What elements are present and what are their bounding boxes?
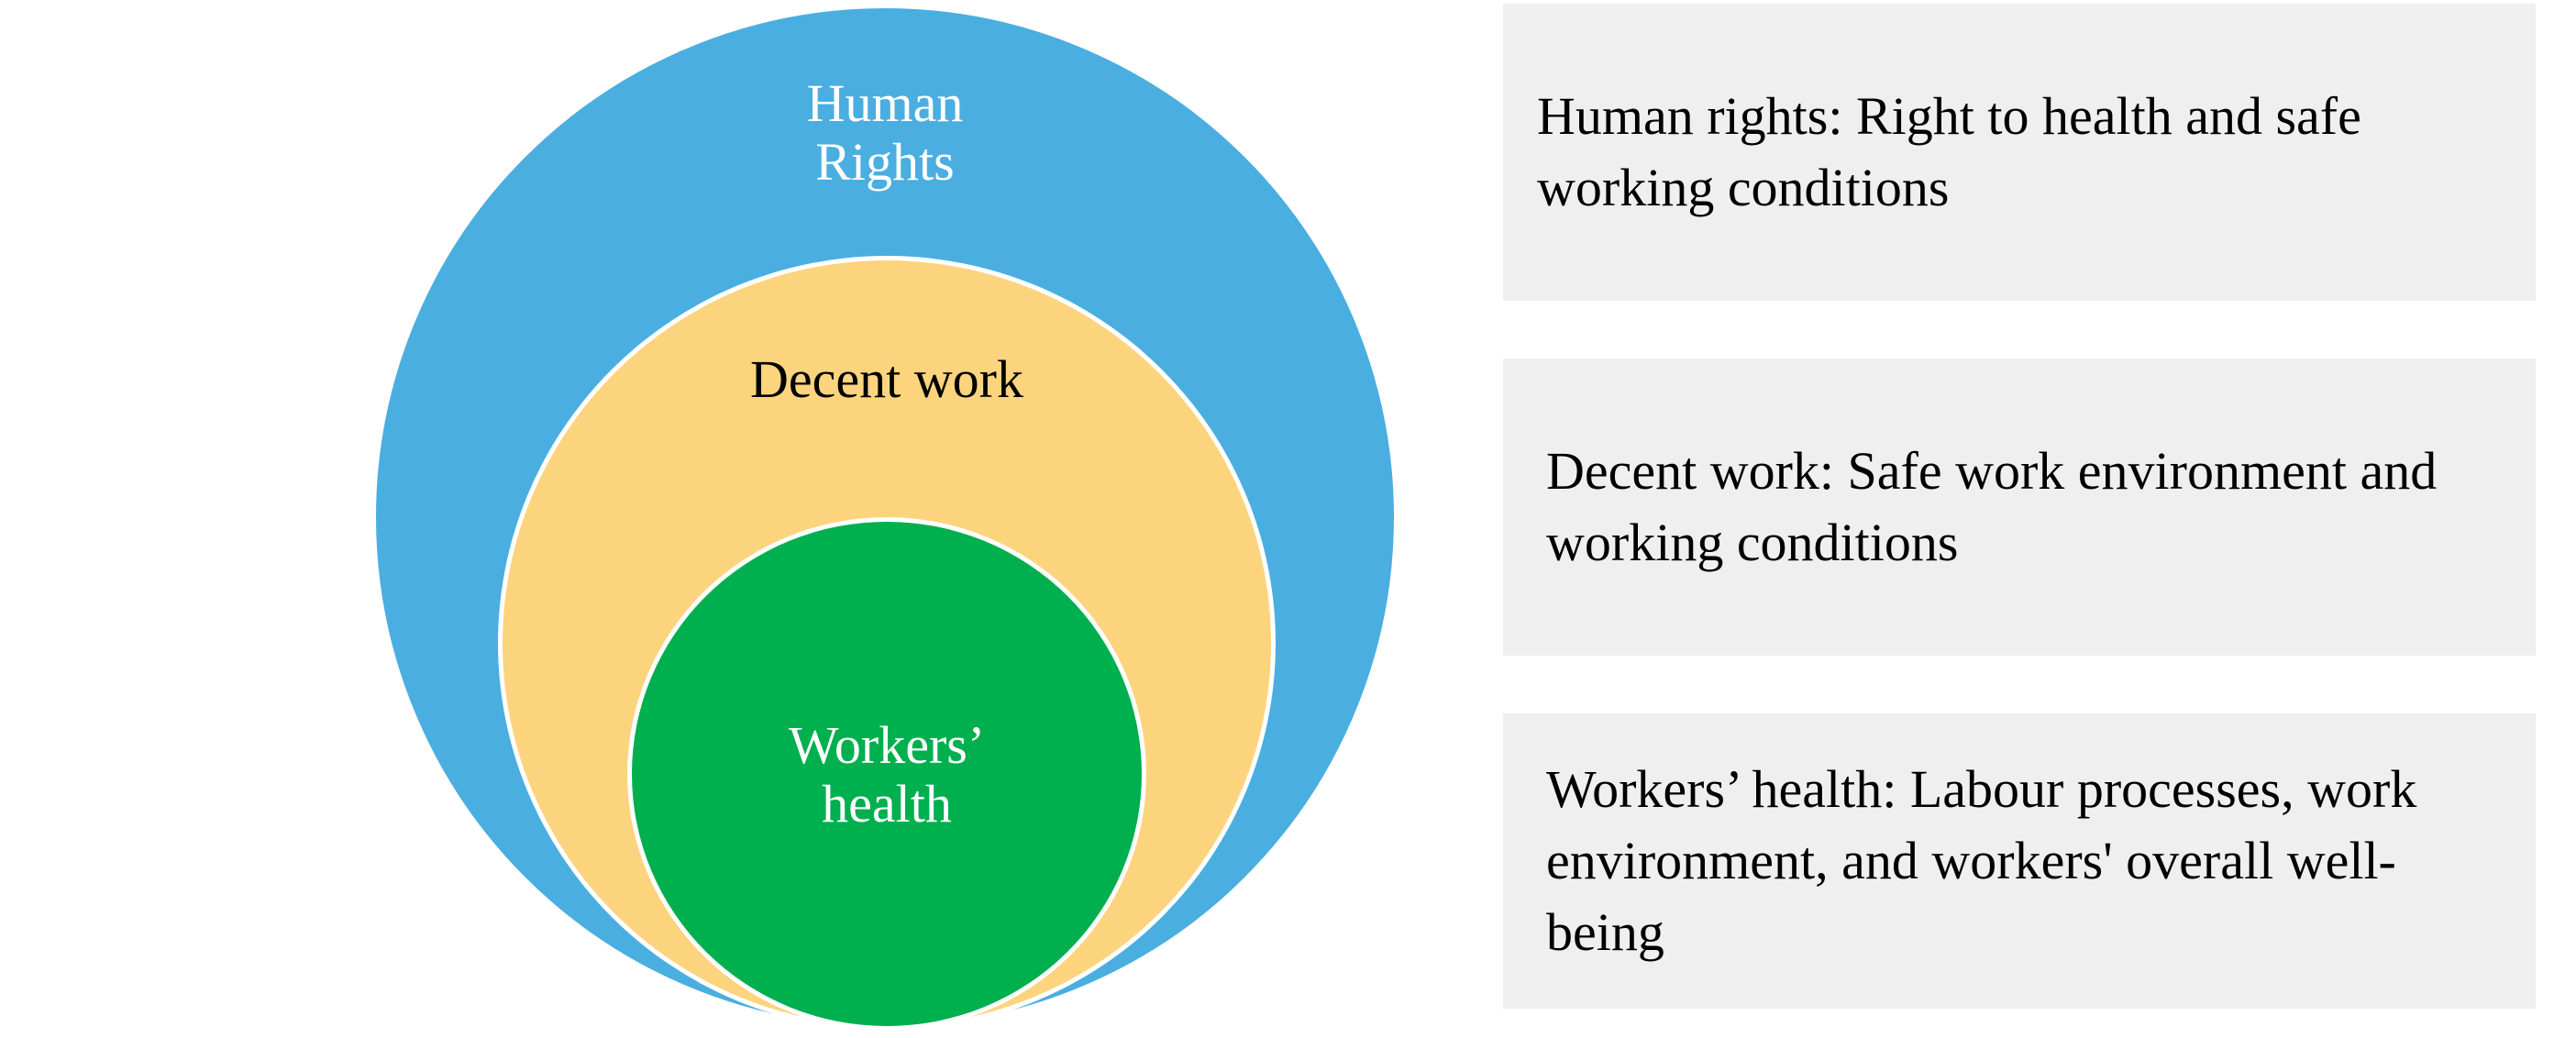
workers-health-description-box: Workers’ health: Labour processes, work … [1503,713,2536,1009]
workers-health-description: Workers’ health: Labour processes, work … [1546,759,2417,962]
decent-work-description-box: Decent work: Safe work environment and w… [1503,359,2536,656]
decent-work-description: Decent work: Safe work environment and w… [1546,441,2438,572]
workers-health-label: Workers’ health [788,715,986,834]
decent-work-label: Decent work [750,349,1023,409]
workers-health-circle: Workers’ health [627,517,1146,1031]
human-rights-description-box: Human rights: Right to health and safe w… [1503,4,2536,301]
human-rights-description: Human rights: Right to health and safe w… [1537,86,2361,217]
human-rights-label: Human Rights [806,73,964,192]
